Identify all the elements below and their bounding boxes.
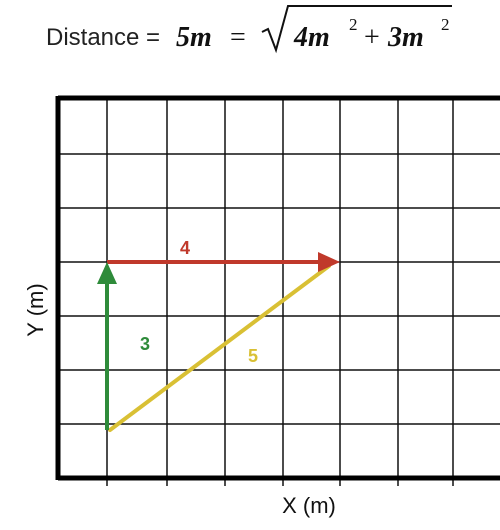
grid-border bbox=[55, 95, 500, 481]
y-axis-label: Y (m) bbox=[23, 283, 48, 336]
equation-plus: + bbox=[364, 22, 380, 53]
equation-result: 5m bbox=[176, 22, 212, 53]
equation-equals: = bbox=[230, 22, 246, 53]
equation-exponent-2: 2 bbox=[441, 15, 450, 34]
x-axis-label: X (m) bbox=[282, 493, 336, 518]
vertical-vector-arrowhead bbox=[97, 262, 117, 284]
square-root-sign bbox=[261, 5, 452, 54]
equation-term-2: 3m bbox=[387, 22, 424, 53]
vertical-vector-label: 3 bbox=[140, 334, 150, 354]
hypotenuse-vector bbox=[108, 264, 331, 432]
grid-lines bbox=[58, 100, 500, 486]
horizontal-vector-arrowhead bbox=[318, 252, 340, 272]
distance-equation: Distance = 5m = 4m 2 + 3m 2 bbox=[46, 5, 452, 54]
equation-exponent-1: 2 bbox=[349, 15, 358, 34]
equation-prefix: Distance = bbox=[46, 24, 160, 51]
equation-term-1: 4m bbox=[293, 22, 330, 53]
horizontal-vector-label: 4 bbox=[180, 238, 190, 258]
hypotenuse-vector-label: 5 bbox=[248, 346, 258, 366]
